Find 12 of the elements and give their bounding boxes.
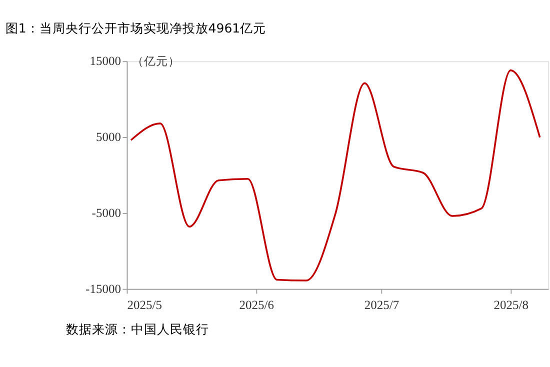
line-series [130, 69, 541, 282]
chart-title: 图1：当周央行公开市场实现净投放4961亿元 [5, 20, 266, 36]
y-tick-label: -15000 [86, 282, 121, 296]
y-tick-label: 5000 [96, 130, 121, 144]
y-tick-label: -5000 [92, 206, 121, 220]
y-axis-title: （亿元） [132, 54, 180, 68]
x-tick-label: 2025/8 [494, 298, 528, 312]
y-tick-label: 15000 [90, 54, 121, 68]
x-tick-label: 2025/6 [239, 298, 274, 312]
x-tick-label: 2025/7 [364, 298, 400, 312]
source-note: 数据来源：中国人民银行 [66, 322, 210, 337]
x-tick-label: 2025/5 [127, 298, 162, 312]
